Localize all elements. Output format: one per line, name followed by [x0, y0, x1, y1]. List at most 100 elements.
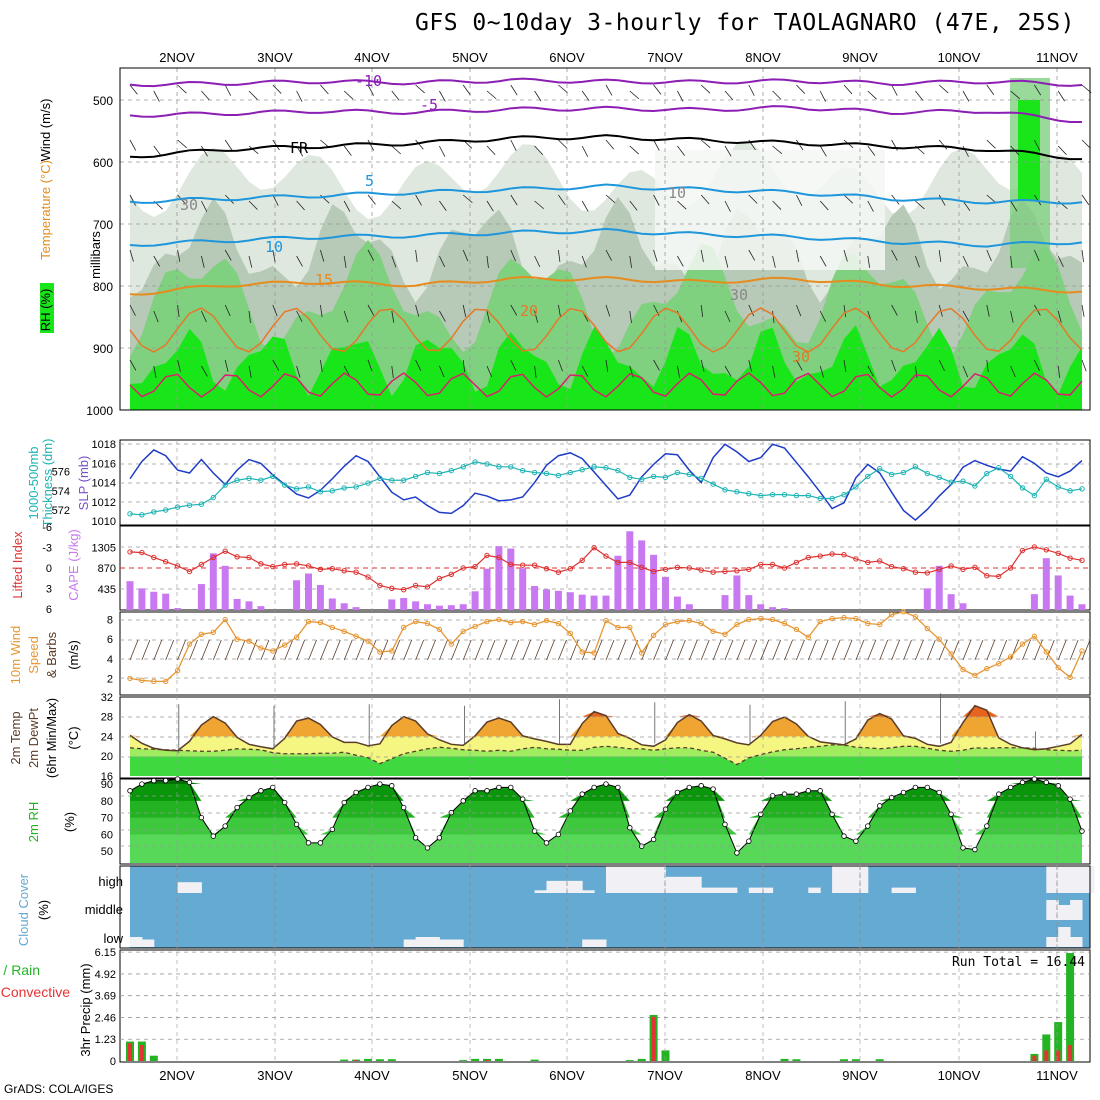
cloud-bar-high: [629, 866, 643, 893]
upper-wind-barb: [177, 139, 187, 149]
upper-wind-barb: [677, 145, 685, 156]
upper-wind-barb: [1057, 310, 1062, 323]
slp-tick-label: 1018: [92, 439, 116, 451]
rh-point: [520, 796, 526, 802]
upper-wind-barb: [1034, 84, 1042, 96]
wind-speed-point: [805, 634, 811, 640]
wind-speed-point: [317, 619, 324, 626]
lifted-index-point: [829, 551, 835, 557]
rh-point: [1007, 784, 1014, 791]
thickness-point: [543, 470, 550, 477]
cape-bar: [626, 531, 634, 610]
wind-speed-point: [686, 617, 692, 624]
thickness-point: [615, 467, 621, 474]
upper-wind-barb: [486, 255, 489, 268]
day-label-bottom: 7NOV: [647, 1068, 683, 1083]
thickness-point: [746, 490, 752, 497]
thickness-point: [817, 495, 823, 502]
lifted-index-point: [912, 569, 919, 575]
precip-tick-label: 1.23: [95, 1034, 116, 1046]
thickness-point: [270, 473, 276, 480]
wind-barb: [177, 639, 186, 661]
precip-total-bar: [637, 1058, 646, 1061]
upper-wind-barb: [605, 84, 613, 96]
thickness-point: [674, 469, 681, 476]
thickness-point: [448, 467, 454, 474]
rh-point: [817, 788, 823, 794]
upper-wind-barb: [605, 194, 616, 204]
temp-contour: [129, 227, 1083, 248]
upper-wind-barb: [843, 249, 848, 262]
legend-speed: Speed: [26, 636, 41, 674]
lifted-index-point: [853, 556, 859, 562]
wind-speed-point: [460, 628, 466, 635]
thickness-point: [151, 509, 157, 515]
rh-point: [912, 784, 919, 791]
rh-point: [282, 799, 288, 806]
thickness-point: [1055, 484, 1061, 490]
rh-point: [603, 781, 609, 787]
wind-speed-point: [389, 648, 395, 654]
wind-barb: [141, 639, 151, 661]
thickness-point: [1019, 485, 1026, 491]
wind-speed-point: [1031, 633, 1038, 639]
wind-speed-point: [127, 675, 133, 682]
cape-bar: [745, 595, 753, 610]
cape-bar: [412, 601, 420, 610]
upper-wind-barb: [724, 200, 731, 212]
cape-bar: [162, 593, 170, 610]
upper-wind-barb: [915, 200, 925, 210]
upper-wind-barb: [534, 200, 545, 210]
lifted-index-point: [234, 554, 240, 560]
thickness-point: [234, 477, 240, 483]
credit-label: GrADS: COLA/IGES: [4, 1082, 114, 1096]
precip-total-bar: [530, 1059, 539, 1061]
cloud-bar-low: [594, 939, 607, 947]
upper-wind-barb: [986, 304, 990, 317]
upper-wind-barb: [415, 304, 420, 317]
slp-tick-label: 1016: [92, 458, 116, 470]
rh-dry-region: [655, 150, 885, 270]
upper-wind-barb: [891, 304, 898, 316]
upper-wind-barb: [343, 90, 354, 100]
thickness-point: [460, 464, 466, 470]
lifted-index-point: [924, 570, 930, 576]
rh-point: [984, 823, 990, 829]
cape-tick-label: 870: [98, 563, 116, 575]
cloud-bar-low: [427, 937, 440, 947]
upper-wind-barb: [605, 249, 612, 261]
wind-speed-point: [734, 621, 740, 628]
thickness-point: [496, 464, 502, 470]
cloud-bar-high: [701, 887, 714, 893]
wind-barb: [379, 639, 389, 661]
thickness-point: [412, 473, 419, 480]
wind-barb: [1045, 639, 1055, 661]
legend-lifted: Lifted Index: [10, 531, 25, 599]
upper-wind-barb: [915, 255, 920, 268]
cloud-bar-middle: [1058, 905, 1071, 920]
upper-wind-barb: [439, 310, 446, 322]
upper-wind-barb: [201, 365, 208, 377]
upper-wind-barb: [296, 255, 303, 267]
lifted-index-point: [270, 563, 276, 570]
upper-wind-barb: [629, 310, 632, 323]
wind-barb: [284, 639, 294, 661]
rh-point: [793, 791, 800, 797]
upper-wind-barb: [581, 145, 589, 157]
thickness-point: [758, 492, 764, 499]
legend-wind: Wind (m/s): [38, 99, 53, 162]
upper-wind-barb: [796, 359, 803, 371]
rh-point: [210, 833, 216, 839]
cape-bar: [685, 604, 693, 610]
cape-bar: [769, 607, 777, 610]
day-label-top: 3NOV: [257, 50, 293, 65]
upper-wind-barb: [129, 249, 134, 262]
lifted-index-point: [246, 554, 252, 561]
rh-point: [151, 777, 157, 784]
rh-point: [781, 791, 788, 797]
precip-total-bar: [149, 1055, 158, 1061]
thickness-tick-label: 572: [52, 505, 70, 517]
wind-speed-point: [769, 616, 776, 623]
upper-wind-barb: [891, 84, 898, 96]
wind-speed-point: [293, 634, 300, 640]
